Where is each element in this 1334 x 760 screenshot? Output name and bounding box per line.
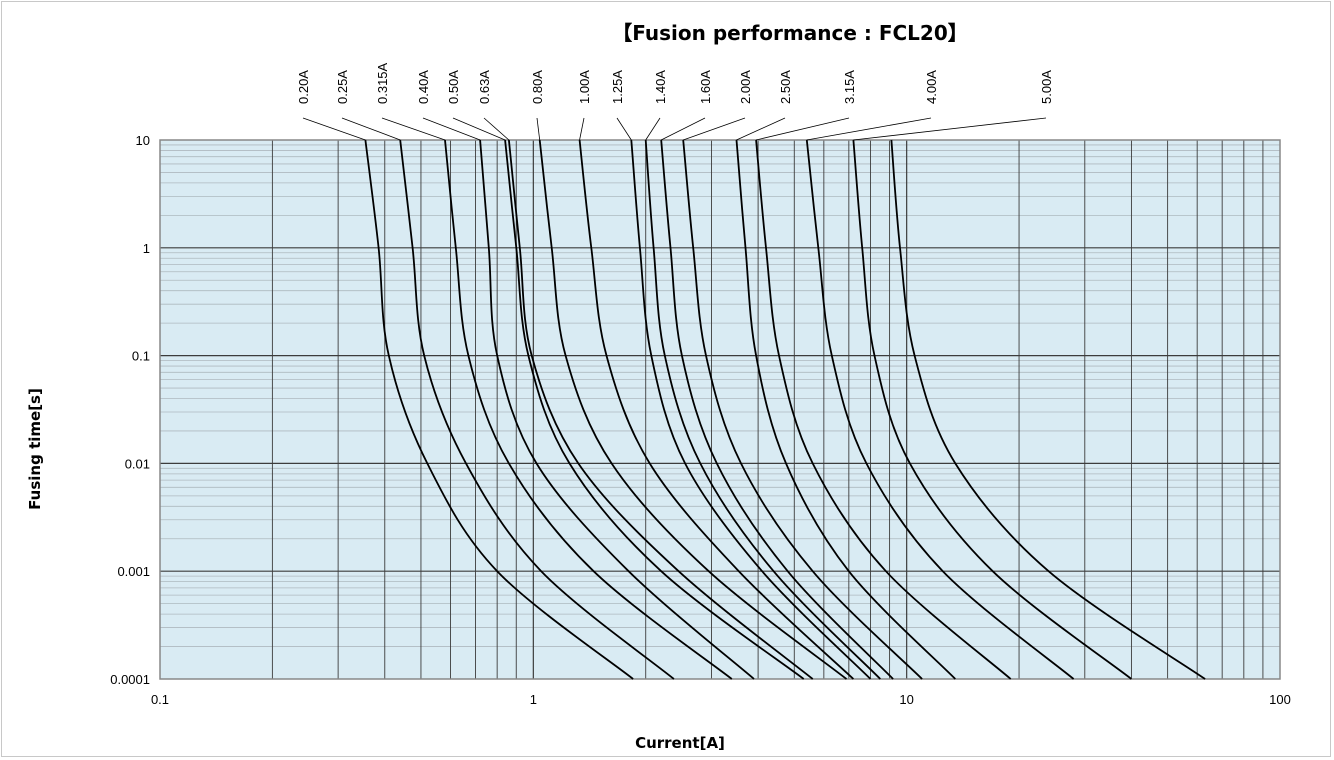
series-label-group: 0.80A bbox=[530, 70, 545, 141]
series-label: 1.60A bbox=[698, 70, 713, 104]
series-label-group: 0.63A bbox=[477, 70, 510, 141]
series-leader-line bbox=[452, 117, 506, 141]
series-label: 0.40A bbox=[416, 70, 431, 104]
series-line bbox=[444, 139, 733, 680]
y-tick-label: 1 bbox=[143, 241, 150, 256]
series-label-group: 0.315A bbox=[375, 62, 446, 141]
y-axis-title: Fusing time[s] bbox=[26, 388, 44, 510]
series-label: 0.50A bbox=[446, 70, 461, 104]
series-label-group: 2.00A bbox=[683, 70, 753, 141]
series-leader-line bbox=[645, 117, 661, 141]
series-line bbox=[682, 139, 923, 680]
series-label-group: 1.60A bbox=[660, 70, 713, 141]
y-tick-label: 0.0001 bbox=[110, 672, 150, 687]
series-label: 2.50A bbox=[778, 70, 793, 104]
x-tick-label: 1 bbox=[530, 692, 537, 707]
series-leader-line bbox=[341, 117, 401, 141]
series-label: 3.15A bbox=[842, 70, 857, 104]
series-label: 5.00A bbox=[1039, 70, 1054, 104]
series-leader-line bbox=[536, 117, 541, 141]
series-label-group: 3.15A bbox=[755, 70, 857, 141]
series-label: 0.25A bbox=[335, 70, 350, 104]
series-leader-line bbox=[422, 117, 481, 141]
y-tick-label: 0.1 bbox=[132, 349, 150, 364]
series-label-group: 1.40A bbox=[645, 70, 668, 141]
series-line bbox=[479, 139, 755, 680]
series-leader-line bbox=[616, 117, 632, 141]
series-line bbox=[399, 139, 675, 680]
series-line bbox=[508, 139, 814, 680]
y-tick-label: 0.001 bbox=[117, 564, 150, 579]
series-line bbox=[538, 139, 848, 680]
series-line bbox=[805, 139, 1075, 680]
series-leader-line bbox=[579, 117, 585, 141]
series-label: 2.00A bbox=[738, 70, 753, 104]
series-line bbox=[890, 139, 1206, 680]
series-leader-line bbox=[483, 117, 510, 141]
series-label-group: 0.40A bbox=[416, 70, 481, 141]
series-line bbox=[852, 139, 1132, 680]
series-leader-line bbox=[755, 117, 850, 141]
series-line bbox=[630, 139, 872, 680]
series-label: 0.63A bbox=[477, 70, 492, 104]
series-leader-line bbox=[853, 117, 1047, 141]
series-leader-line bbox=[302, 117, 366, 141]
x-axis-title: Current[A] bbox=[635, 734, 725, 752]
series-label: 0.20A bbox=[296, 70, 311, 104]
series-label-group: 0.25A bbox=[335, 70, 401, 141]
x-tick-label: 10 bbox=[899, 692, 913, 707]
series-line bbox=[660, 139, 894, 680]
series-label: 1.00A bbox=[577, 70, 592, 104]
series-line bbox=[364, 139, 634, 680]
plot-border bbox=[159, 139, 1281, 680]
series-label: 4.00A bbox=[924, 70, 939, 104]
series-leader-line bbox=[683, 117, 746, 141]
series-line bbox=[578, 139, 855, 680]
series-line bbox=[644, 139, 881, 680]
series-line bbox=[755, 139, 1012, 680]
series-leader-line bbox=[736, 117, 786, 141]
x-tick-label: 0.1 bbox=[151, 692, 169, 707]
x-tick-label: 100 bbox=[1269, 692, 1291, 707]
series-label: 1.25A bbox=[610, 70, 625, 104]
series-label-group: 4.00A bbox=[806, 70, 939, 141]
series-leader-line bbox=[806, 117, 932, 141]
series-leader-line bbox=[660, 117, 706, 141]
y-tick-label: 10 bbox=[136, 133, 150, 148]
series-label-group: 1.25A bbox=[610, 70, 632, 141]
series-label: 1.40A bbox=[653, 70, 668, 104]
series-label-group: 1.00A bbox=[577, 70, 592, 141]
y-tick-label: 0.01 bbox=[125, 456, 150, 471]
series-label: 0.315A bbox=[375, 62, 390, 104]
series-label-group: 2.50A bbox=[736, 70, 793, 141]
series-label-group: 5.00A bbox=[853, 70, 1054, 141]
series-label: 0.80A bbox=[530, 70, 545, 104]
series-line bbox=[735, 139, 956, 680]
series-label-group: 0.50A bbox=[446, 70, 506, 141]
series-line bbox=[504, 139, 805, 680]
series-label-group: 0.20A bbox=[296, 70, 366, 141]
series-leader-line bbox=[381, 117, 446, 141]
chart-title: 【Fusion performance : FCL20】 bbox=[612, 21, 968, 45]
